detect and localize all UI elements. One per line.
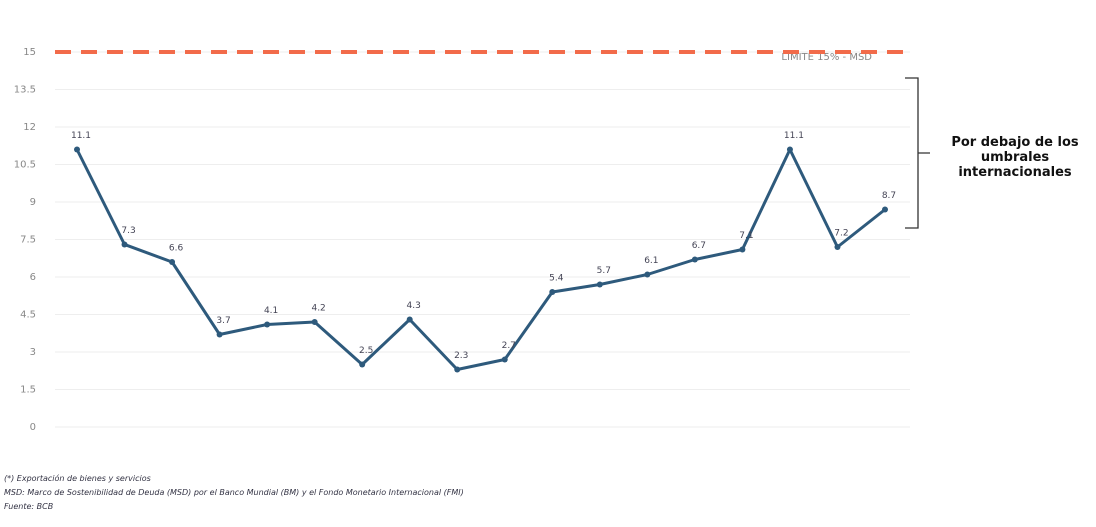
value-label: 4.1 (264, 306, 278, 316)
value-label: 2.3 (454, 351, 468, 361)
point (359, 361, 366, 368)
series-line (75, 148, 886, 371)
value-label: 6.1 (644, 256, 658, 266)
value-label: 5.4 (549, 274, 564, 284)
value-label: 7.2 (834, 229, 848, 239)
value-label: 6.6 (169, 244, 184, 254)
threshold-label: LIMITE 15% - MSD (781, 52, 872, 63)
y-tick-label: 7.5 (20, 235, 36, 246)
point (406, 316, 413, 323)
value-label: 4.2 (311, 304, 325, 314)
point (74, 146, 80, 153)
point (311, 319, 318, 325)
bracket (905, 77, 930, 229)
value-label: 11.1 (784, 131, 804, 141)
point (691, 256, 698, 263)
y-tick-label: 12 (23, 122, 36, 133)
y-tick-label: 1.5 (20, 385, 36, 396)
footnote: (*) Exportación de bienes y servicios (4, 474, 151, 483)
value-label: 8.7 (882, 191, 896, 201)
value-label: 7.1 (739, 231, 753, 241)
point (596, 281, 603, 288)
value-label: 2.7 (502, 341, 516, 351)
point (834, 244, 841, 250)
point (739, 246, 746, 253)
point (882, 206, 888, 213)
y-tick-label: 10.5 (14, 160, 36, 171)
y-tick-label: 15 (23, 47, 36, 58)
value-label: 6.7 (692, 241, 706, 251)
point (644, 271, 651, 278)
y-tick-label: 9 (30, 197, 36, 208)
point (169, 259, 176, 265)
point (216, 331, 223, 338)
value-label: 2.5 (359, 346, 373, 356)
value-label: 4.3 (407, 301, 421, 311)
value-label: 3.7 (216, 316, 230, 326)
point (786, 146, 793, 153)
value-label: 7.3 (121, 226, 135, 236)
y-tick-label: 3 (30, 347, 36, 358)
y-tick-label: 6 (30, 272, 36, 283)
point (549, 289, 556, 295)
point (264, 321, 271, 328)
y-tick-label: 13.5 (14, 85, 36, 96)
point (121, 241, 128, 248)
value-label: 5.7 (597, 266, 611, 276)
value-label: 11.1 (71, 131, 91, 141)
footnote: MSD: Marco de Sostenibilidad de Deuda (M… (4, 488, 464, 497)
point (454, 366, 461, 373)
point (501, 356, 508, 363)
annotation: Por debajo de los umbrales internacional… (951, 135, 1079, 180)
footnote: Fuente: BCB (4, 502, 54, 511)
y-tick-label: 0 (30, 422, 36, 433)
y-tick-label: 4.5 (20, 310, 36, 321)
